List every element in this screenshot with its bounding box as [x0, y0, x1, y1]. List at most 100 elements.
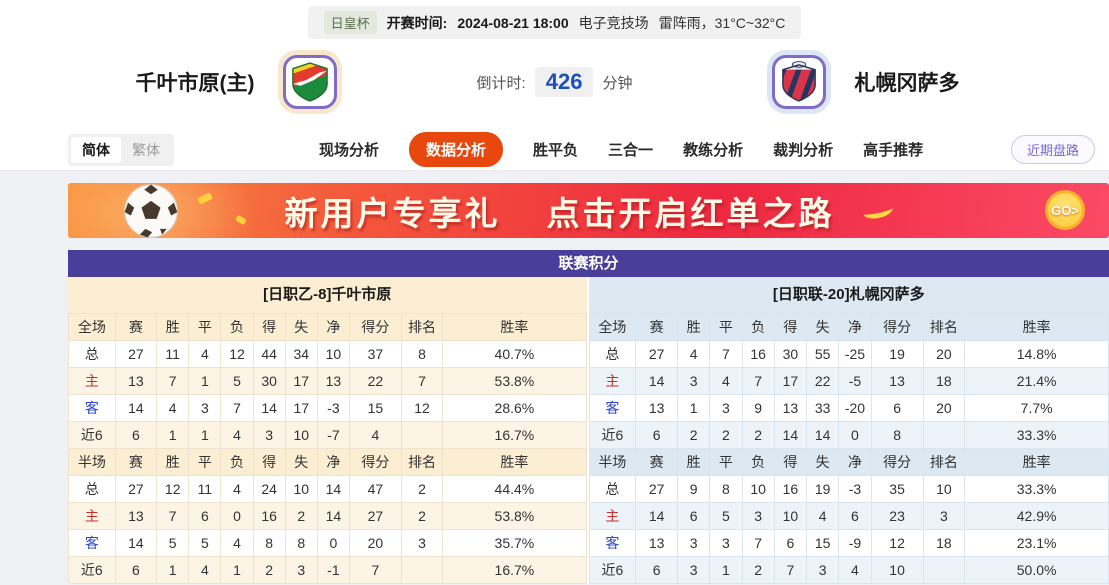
table-cell: 14 [114, 529, 158, 557]
table-cell: 9 [741, 394, 775, 422]
home-standings-subtitle: [日职乙-8]千叶市原 [68, 277, 587, 313]
table-cell: 3 [252, 421, 286, 449]
kickoff-label: 开赛时间: [386, 14, 448, 31]
table-cell: 3 [922, 502, 966, 530]
table-cell: 2 [284, 502, 318, 530]
tab-data-analysis[interactable]: 数据分析 [409, 132, 504, 167]
tab-three-in-one[interactable]: 三合一 [608, 142, 654, 159]
tab-coach-analysis[interactable]: 教练分析 [683, 142, 744, 159]
table-cell: 10 [773, 502, 808, 530]
row-label: 近6 [588, 421, 637, 449]
table-cell: 7 [773, 556, 808, 584]
table-cell: 12 [156, 475, 190, 503]
table-row: 主 14 3 4 7 17 22 -5 13 18 21.4% [588, 367, 1109, 395]
column-header-cell: 胜率 [964, 448, 1109, 476]
table-cell: 13 [316, 367, 350, 395]
table-cell: 27 [635, 340, 678, 368]
table-cell: 8 [400, 340, 444, 368]
column-header-cell: 排名 [400, 313, 444, 341]
table-cell: 19 [806, 475, 840, 503]
table-cell: 8 [252, 529, 286, 557]
home-team: 千叶市原(主) [0, 55, 477, 109]
table-cell: 33.3% [964, 475, 1109, 503]
table-cell: 8 [284, 529, 318, 557]
tab-expert-picks[interactable]: 高手推荐 [863, 142, 924, 159]
table-cell: -3 [838, 475, 872, 503]
league-badge: 日皇杯 [323, 11, 377, 34]
table-row: 近6 6 3 1 2 7 3 4 10 50.0% [588, 556, 1109, 584]
column-header-cell: 赛 [114, 313, 158, 341]
table-cell: 4 [220, 529, 254, 557]
table-cell: 3 [741, 502, 775, 530]
tab-referee-analysis[interactable]: 裁判分析 [773, 142, 834, 159]
countdown-unit: 分钟 [602, 74, 633, 92]
column-header-cell: 得分 [870, 313, 924, 341]
teams-row: 千叶市原(主) 倒计时: 426 分钟 [0, 39, 1109, 129]
table-cell: 53.8% [442, 502, 587, 530]
venue: 电子竞技场 [578, 14, 649, 31]
tab-live-analysis[interactable]: 现场分析 [319, 142, 380, 159]
home-team-logo [282, 55, 337, 109]
column-header-cell: 排名 [400, 448, 444, 476]
table-cell: 0 [838, 421, 872, 449]
away-team-name: 札幌冈萨多 [854, 72, 960, 95]
table-cell: 47 [348, 475, 402, 503]
table-cell: 30 [773, 340, 808, 368]
row-label: 主 [588, 367, 637, 395]
table-cell: 3 [400, 529, 444, 557]
column-header-cell: 赛 [635, 448, 678, 476]
table-cell: 13 [635, 394, 678, 422]
table-cell: 3 [709, 529, 743, 557]
table-row: 近6 6 1 1 4 3 10 -7 4 16.7% [68, 421, 587, 449]
nav-bar: 简体 繁体 现场分析 数据分析 胜平负 三合一 教练分析 裁判分析 高手推荐 近期盘路 [0, 129, 1109, 171]
column-header-cell: 胜率 [442, 313, 587, 341]
recent-odds-button[interactable]: 近期盘路 [1010, 135, 1095, 164]
table-cell: 19 [870, 340, 924, 368]
table-cell: 17 [773, 367, 808, 395]
table-cell: 1 [188, 367, 222, 395]
section-header-row: 全场赛胜平负得失净得分 排名 胜率 [68, 313, 587, 341]
table-cell: 7 [156, 502, 190, 530]
column-header-cell: 净 [316, 448, 350, 476]
table-cell: 2 [400, 475, 444, 503]
table-cell: 2 [400, 502, 444, 530]
promo-banner[interactable]: 新用户专享礼 点击开启红单之路 GO> [68, 183, 1109, 238]
row-label: 主 [588, 502, 637, 530]
table-row: 主 13 7 6 0 16 2 14 27 2 53.8% [68, 502, 587, 530]
table-cell: 4 [220, 421, 254, 449]
table-cell: 4 [348, 421, 402, 449]
away-crest-icon [782, 61, 817, 102]
table-cell: 1 [156, 556, 190, 584]
countdown-label: 倒计时: [476, 74, 526, 92]
table-cell: 42.9% [964, 502, 1109, 530]
tab-win-draw-lose[interactable]: 胜平负 [533, 142, 579, 159]
banner-text-1: 新用户专享礼 [284, 194, 501, 232]
home-stats-table: 全场赛胜平负得失净得分 排名 胜率总 27 11 4 12 44 34 10 37 8 40.7% 主 13… [68, 313, 587, 584]
banner-go-button[interactable]: GO> [1045, 190, 1085, 230]
table-cell: 4 [188, 556, 222, 584]
column-header-cell: 得 [773, 448, 808, 476]
squiggle-decor [861, 200, 894, 221]
table-cell: 16 [773, 475, 808, 503]
table-cell: 30 [252, 367, 286, 395]
table-row: 客 14 5 5 4 8 8 0 20 3 35.7% [68, 529, 587, 557]
table-cell: 7 [741, 529, 775, 557]
table-cell: 53.8% [442, 367, 587, 395]
table-cell: 2 [709, 421, 743, 449]
lang-traditional[interactable]: 繁体 [132, 141, 160, 158]
column-header-cell: 净 [838, 448, 872, 476]
column-header-cell: 半场 [588, 448, 637, 476]
table-cell: 12 [400, 394, 444, 422]
table-cell: 10 [284, 475, 318, 503]
row-label: 客 [588, 394, 637, 422]
table-cell: 27 [635, 475, 678, 503]
table-cell: 10 [741, 475, 775, 503]
table-cell: 0 [316, 529, 350, 557]
table-cell: 2 [252, 556, 286, 584]
table-row: 总 27 9 8 10 16 19 -3 35 10 33.3% [588, 475, 1109, 503]
lang-toggle[interactable]: 简体 繁体 [68, 133, 174, 166]
column-header-cell: 负 [741, 448, 775, 476]
lang-simplified[interactable]: 简体 [71, 136, 121, 163]
main-content: 新用户专享礼 点击开启红单之路 GO> 联赛积分 [日职乙-8]千叶市原 全场赛… [0, 171, 1109, 584]
row-label: 总 [68, 340, 116, 368]
